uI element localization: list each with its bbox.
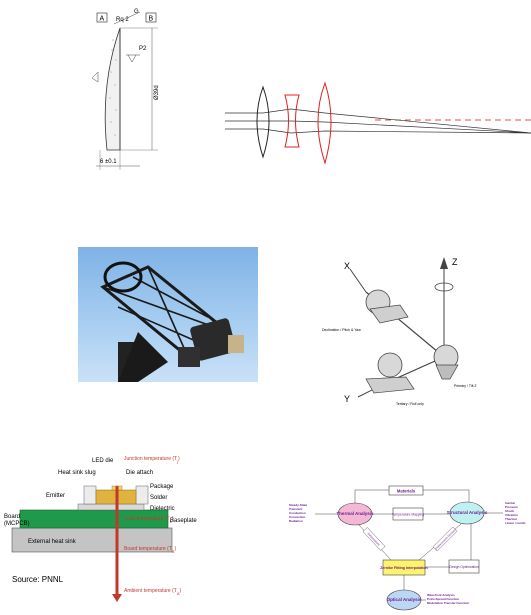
structural-analysis-label: Structural Analysis bbox=[447, 510, 488, 515]
telescope-photo bbox=[78, 247, 258, 382]
axis-z-label: Z bbox=[452, 257, 458, 267]
board-label: Board bbox=[4, 514, 20, 520]
zernike-fitting-label: Zernike Fitting Interpolation bbox=[380, 566, 428, 570]
ambient-temp-label: Ambient temperature (TA) bbox=[124, 588, 181, 596]
stop-analysis-flowchart: Materials Thermal Analysis Structural An… bbox=[289, 485, 526, 611]
svg-text:Shock: Shock bbox=[505, 509, 514, 513]
emitter-base bbox=[77, 503, 145, 511]
svg-text:Thermal: Thermal bbox=[505, 517, 517, 521]
svg-text:Radiation: Radiation bbox=[289, 519, 303, 523]
source-label: Source: PNNL bbox=[12, 575, 64, 584]
g-label: G bbox=[134, 9, 139, 15]
thermal-inputs-list: Steady-State Transient Conduction Convec… bbox=[289, 503, 308, 523]
ray-bottom bbox=[225, 128, 531, 134]
emitter-label: Emitter bbox=[46, 493, 65, 499]
package-right bbox=[135, 485, 149, 505]
svg-text:Modulation Transfer Function: Modulation Transfer Function bbox=[427, 601, 469, 605]
thermal-analysis-label: Thermal Analysis bbox=[336, 511, 374, 516]
gimbal-label-right: Primary / Tilt Z bbox=[454, 384, 477, 388]
materials-label: Materials bbox=[397, 489, 416, 494]
deformations-label: Deformations bbox=[367, 532, 382, 547]
datum-b-box bbox=[145, 12, 157, 23]
led-die-label: LED die bbox=[92, 458, 114, 464]
svg-text:Wavefront Analysis: Wavefront Analysis bbox=[427, 593, 455, 597]
svg-text:Steady-State: Steady-State bbox=[289, 503, 308, 507]
svg-text:Convection: Convection bbox=[289, 515, 306, 519]
board-temp-label: Board temperature (TB) bbox=[124, 546, 176, 554]
lens-body bbox=[104, 27, 121, 151]
dielectric-label: Dielectric bbox=[150, 506, 175, 512]
svg-text:Point-Spread Function: Point-Spread Function bbox=[427, 597, 459, 601]
datum-a-box bbox=[96, 12, 108, 23]
datum-b-label: B bbox=[149, 16, 154, 23]
lens-3-red bbox=[317, 81, 332, 165]
baseplate-label: Baseplate bbox=[170, 518, 197, 524]
package-left bbox=[83, 485, 97, 505]
mcpcb-label: (MCPCB) bbox=[4, 521, 30, 527]
joint-sphere-3 bbox=[377, 352, 403, 378]
lead-temp-label: Lead temperature (TL) bbox=[124, 516, 174, 524]
thickness-label: 6 ±0.1 bbox=[100, 159, 117, 165]
lens-1 bbox=[256, 85, 270, 159]
telescope-illustration bbox=[100, 261, 244, 382]
gimbal-diagram: Z X Y Declination / Pitch & Yaw Primary … bbox=[322, 257, 477, 406]
optical-outputs-list: Wavefront Analysis Point-Spread Function… bbox=[427, 593, 469, 605]
external-heat-sink bbox=[11, 527, 173, 553]
temperature-mapping-label: Temperature Mapping bbox=[392, 513, 424, 517]
svg-text:Transient: Transient bbox=[289, 507, 302, 511]
svg-text:Linear / nonlin: Linear / nonlin bbox=[505, 521, 526, 525]
optical-analysis-label: Optical Analysis bbox=[387, 597, 422, 602]
die-attach-label: Die attach bbox=[126, 470, 153, 476]
optical-ray-diagram bbox=[225, 81, 531, 165]
svg-text:Conduction: Conduction bbox=[289, 511, 306, 515]
package-label: Package bbox=[150, 484, 174, 490]
svg-text:Inertial: Inertial bbox=[505, 501, 515, 505]
external-heat-sink-label: External heat sink bbox=[28, 539, 77, 545]
lens-technical-drawing: A B Rq 2 G P2 Z2 Ø39d 6 ±0.1 bbox=[91, 9, 160, 170]
displacements-label: Displacements Stresses bbox=[434, 527, 457, 550]
ray-top bbox=[225, 108, 531, 134]
gimbal-label-bottom: Tertiary / Roll only bbox=[396, 402, 424, 406]
datum-a-label: A bbox=[100, 16, 105, 23]
design-optimization-label: Design Optimization bbox=[449, 565, 479, 569]
svg-text:Pressure: Pressure bbox=[505, 505, 518, 509]
design-optimization-box bbox=[448, 559, 480, 574]
gimbal-label-left: Declination / Pitch & Yaw bbox=[322, 328, 361, 332]
lens-2-red bbox=[284, 94, 300, 148]
materials-box bbox=[388, 485, 424, 496]
p2-label: P2 bbox=[139, 46, 147, 52]
axis-x-label: X bbox=[344, 261, 350, 271]
ray-mid bbox=[225, 120, 531, 134]
structural-inputs-list: Inertial Pressure Shock Vibration Therma… bbox=[505, 501, 526, 525]
heat-sink-slug-label: Heat sink slug bbox=[58, 470, 96, 476]
junction-temp-label: Junction temperature (Tj) bbox=[124, 456, 180, 464]
svg-text:Vibration: Vibration bbox=[505, 513, 518, 517]
solder-label: Solder bbox=[150, 495, 167, 501]
led-thermal-diagram: LED die Junction temperature (Tj) Heat s… bbox=[4, 456, 197, 602]
axis-y-label: Y bbox=[344, 394, 350, 404]
diameter-label: Ø39d bbox=[154, 85, 160, 100]
